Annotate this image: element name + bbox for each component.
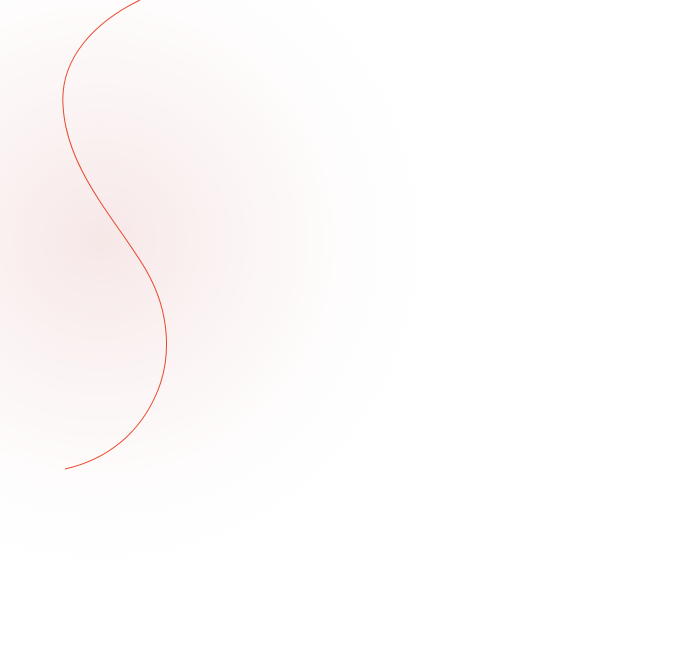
s-curve-line (62, 0, 167, 470)
